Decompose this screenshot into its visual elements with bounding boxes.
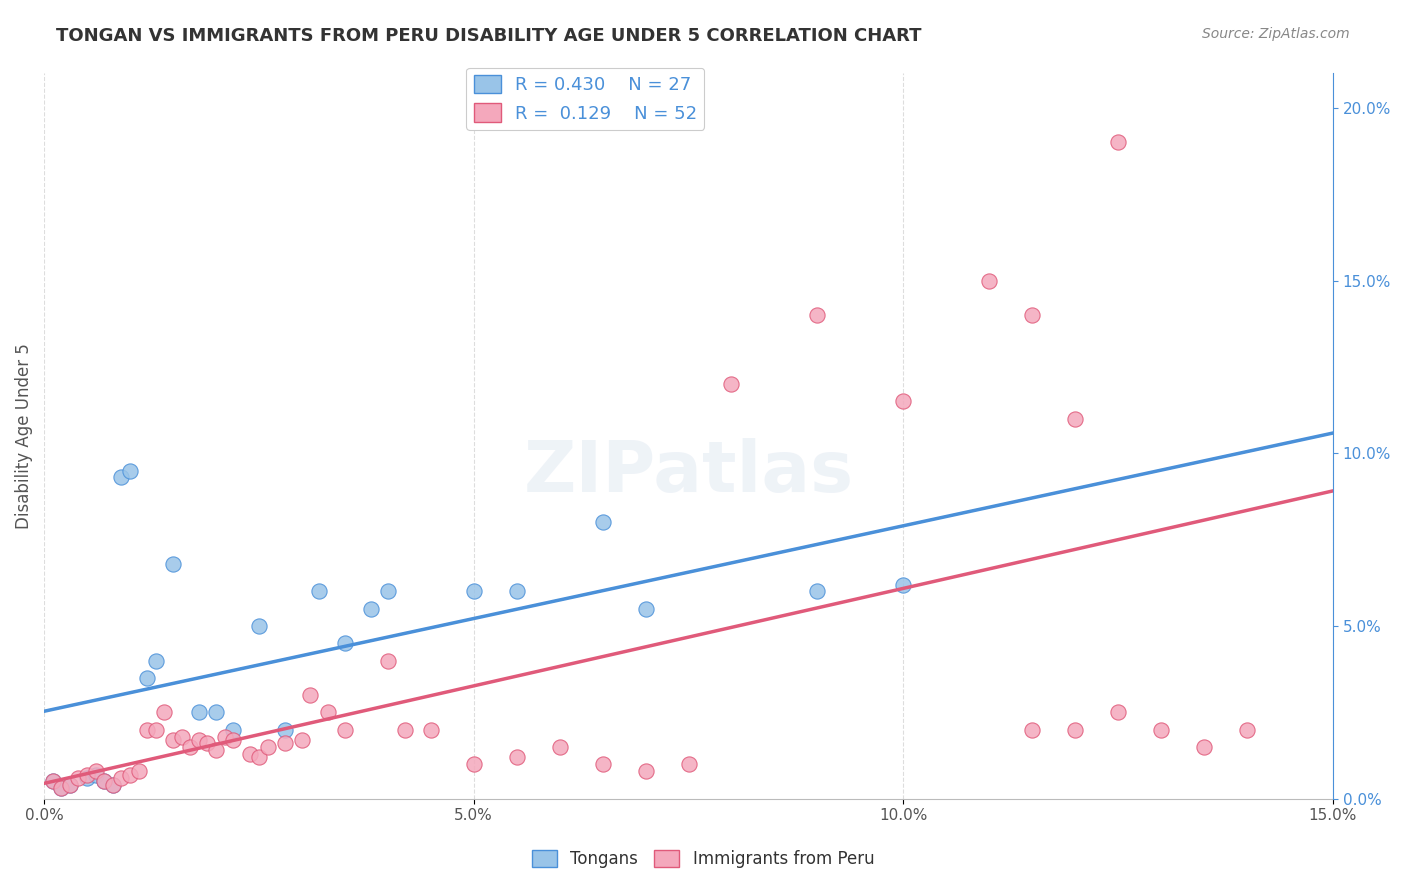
Point bbox=[333, 723, 356, 737]
Y-axis label: Disability Age Under 5: Disability Age Under 5 bbox=[15, 343, 32, 529]
Point bbox=[93, 774, 115, 789]
Point bbox=[51, 781, 73, 796]
Point bbox=[1150, 723, 1173, 737]
Point bbox=[548, 739, 571, 754]
Point bbox=[291, 733, 314, 747]
Point bbox=[247, 619, 270, 633]
Point bbox=[118, 464, 141, 478]
Point bbox=[239, 747, 262, 761]
Point bbox=[592, 757, 614, 772]
Point bbox=[59, 778, 82, 792]
Point bbox=[678, 757, 700, 772]
Point bbox=[394, 723, 416, 737]
Point bbox=[76, 771, 98, 785]
Point bbox=[136, 671, 159, 685]
Point bbox=[333, 636, 356, 650]
Point bbox=[205, 743, 228, 757]
Point bbox=[93, 774, 115, 789]
Point bbox=[128, 764, 150, 778]
Point bbox=[51, 781, 73, 796]
Point bbox=[247, 750, 270, 764]
Point bbox=[205, 706, 228, 720]
Point bbox=[1236, 723, 1258, 737]
Point bbox=[256, 739, 278, 754]
Point bbox=[463, 584, 485, 599]
Point bbox=[1107, 706, 1129, 720]
Point bbox=[505, 584, 527, 599]
Point bbox=[162, 733, 184, 747]
Point bbox=[101, 778, 124, 792]
Point bbox=[308, 584, 330, 599]
Point bbox=[806, 308, 828, 322]
Point bbox=[463, 757, 485, 772]
Point bbox=[162, 557, 184, 571]
Point bbox=[179, 739, 201, 754]
Point bbox=[153, 706, 176, 720]
Point bbox=[187, 733, 209, 747]
Point bbox=[592, 516, 614, 530]
Point bbox=[1021, 308, 1043, 322]
Point bbox=[1064, 411, 1087, 425]
Point bbox=[979, 273, 1001, 287]
Point bbox=[110, 470, 132, 484]
Point bbox=[187, 706, 209, 720]
Point bbox=[222, 723, 245, 737]
Point bbox=[273, 723, 295, 737]
Point bbox=[273, 736, 295, 750]
Point bbox=[222, 733, 245, 747]
Point bbox=[59, 778, 82, 792]
Point bbox=[214, 730, 236, 744]
Text: ZIPatlas: ZIPatlas bbox=[523, 438, 853, 507]
Point bbox=[118, 767, 141, 781]
Point bbox=[84, 767, 107, 781]
Point bbox=[720, 377, 742, 392]
Point bbox=[84, 764, 107, 778]
Point bbox=[1192, 739, 1215, 754]
Point bbox=[170, 730, 193, 744]
Point bbox=[195, 736, 218, 750]
Point bbox=[634, 764, 657, 778]
Point bbox=[419, 723, 441, 737]
Point bbox=[101, 778, 124, 792]
Point bbox=[41, 774, 63, 789]
Point bbox=[41, 774, 63, 789]
Text: Source: ZipAtlas.com: Source: ZipAtlas.com bbox=[1202, 27, 1350, 41]
Point bbox=[891, 394, 914, 409]
Point bbox=[299, 688, 322, 702]
Legend: Tongans, Immigrants from Peru: Tongans, Immigrants from Peru bbox=[524, 843, 882, 875]
Point bbox=[76, 767, 98, 781]
Point bbox=[360, 601, 382, 615]
Point bbox=[891, 577, 914, 591]
Point bbox=[377, 584, 399, 599]
Point bbox=[145, 723, 167, 737]
Point bbox=[110, 771, 132, 785]
Point bbox=[1064, 723, 1087, 737]
Point bbox=[1107, 136, 1129, 150]
Legend: R = 0.430    N = 27, R =  0.129    N = 52: R = 0.430 N = 27, R = 0.129 N = 52 bbox=[467, 68, 704, 130]
Point bbox=[634, 601, 657, 615]
Point bbox=[145, 654, 167, 668]
Point bbox=[67, 771, 90, 785]
Point bbox=[1021, 723, 1043, 737]
Point bbox=[505, 750, 527, 764]
Point bbox=[136, 723, 159, 737]
Point bbox=[377, 654, 399, 668]
Point bbox=[806, 584, 828, 599]
Point bbox=[316, 706, 339, 720]
Text: TONGAN VS IMMIGRANTS FROM PERU DISABILITY AGE UNDER 5 CORRELATION CHART: TONGAN VS IMMIGRANTS FROM PERU DISABILIT… bbox=[56, 27, 922, 45]
